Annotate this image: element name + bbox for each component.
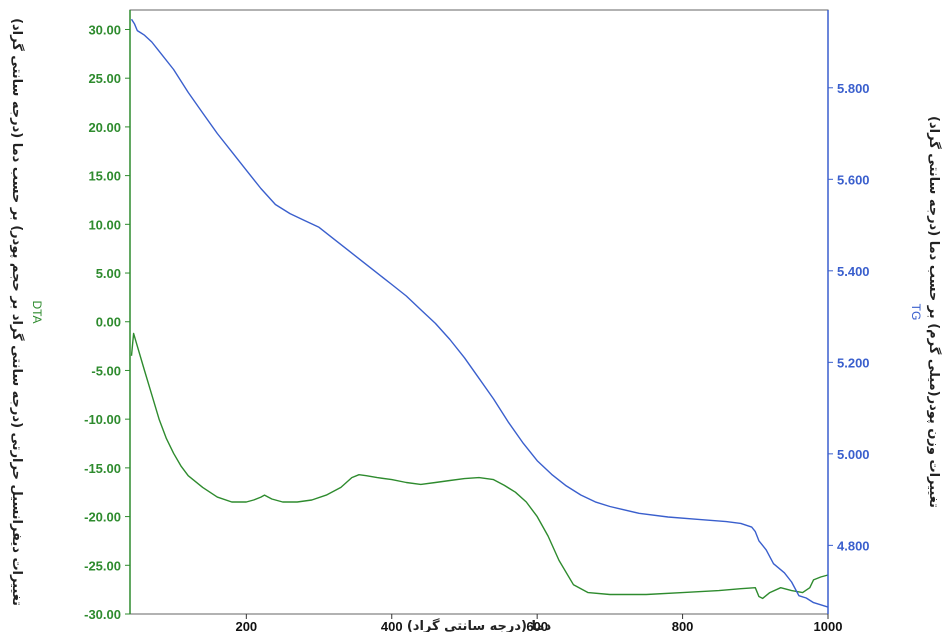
x-tick-label: 1000 <box>814 619 843 632</box>
left-y-tick-label: 25.00 <box>88 71 121 86</box>
left-y-tick-label: 0.00 <box>96 315 121 330</box>
right-y-axis-title: تغییرات وزن پودر(میلی گرم) بر حسب دما (د… <box>926 116 942 508</box>
left-y-tick-label: -30.00 <box>84 607 121 622</box>
plot-frame <box>130 10 828 614</box>
x-axis-title: دما (درجه سانتی گراد) <box>407 618 552 632</box>
dta-series-label: DTA <box>30 300 44 323</box>
left-y-tick-label: 10.00 <box>88 217 121 232</box>
tg-series-line <box>132 19 829 607</box>
right-y-tick-label: 4.800 <box>837 538 870 553</box>
left-y-tick-label: 15.00 <box>88 169 121 184</box>
right-y-tick-label: 5.400 <box>837 264 870 279</box>
left-y-tick-label: -20.00 <box>84 510 121 525</box>
left-y-tick-label: 20.00 <box>88 120 121 135</box>
x-tick-label: 400 <box>381 619 403 632</box>
left-y-tick-label: -25.00 <box>84 558 121 573</box>
left-y-tick-label: -15.00 <box>84 461 121 476</box>
right-y-tick-label: 5.000 <box>837 447 870 462</box>
x-tick-label: 200 <box>235 619 257 632</box>
right-y-tick-label: 5.200 <box>837 355 870 370</box>
left-y-tick-label: 5.00 <box>96 266 121 281</box>
left-y-axis-title: تغییرات دیفرانسیل حرارتی (درجه سانتی گرا… <box>9 18 25 606</box>
left-y-tick-label: 30.00 <box>88 22 121 37</box>
x-tick-label: 800 <box>672 619 694 632</box>
right-y-tick-label: 5.600 <box>837 172 870 187</box>
tg-series-label: TG <box>909 304 923 321</box>
right-y-tick-label: 5.800 <box>837 81 870 96</box>
left-y-tick-label: -10.00 <box>84 412 121 427</box>
dta-series-line <box>132 333 829 598</box>
left-y-tick-label: -5.00 <box>91 363 121 378</box>
